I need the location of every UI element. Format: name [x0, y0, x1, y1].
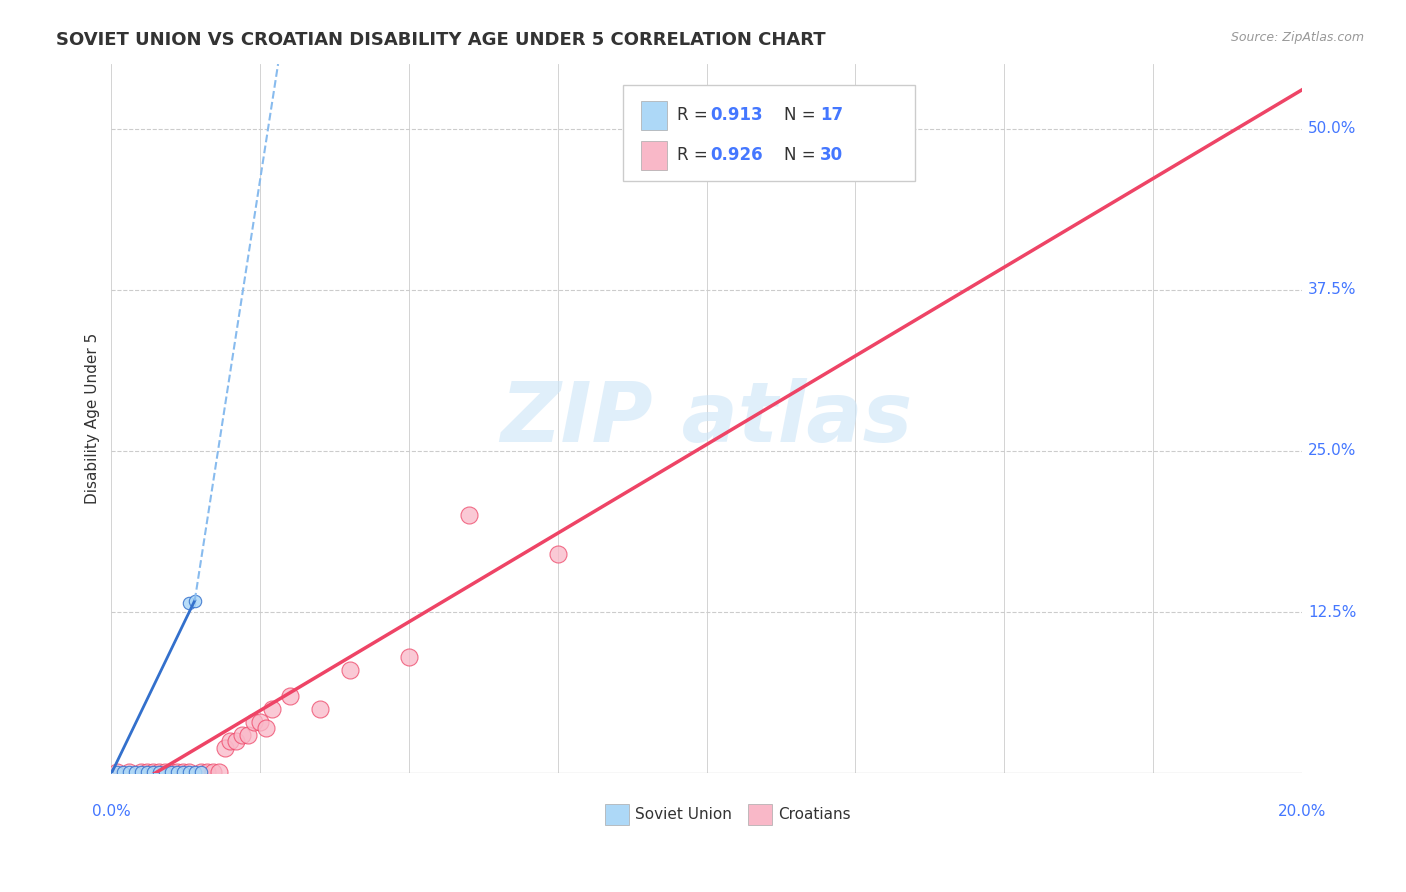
- Point: [142, 765, 165, 780]
- Text: Soviet Union: Soviet Union: [636, 807, 733, 822]
- Point: [207, 765, 229, 780]
- Point: [308, 702, 330, 716]
- Text: R =: R =: [676, 146, 713, 164]
- Point: [177, 765, 200, 780]
- Text: 0.913: 0.913: [710, 106, 763, 125]
- Point: [262, 702, 284, 716]
- Point: [148, 765, 170, 780]
- Point: [457, 508, 479, 523]
- Point: [184, 593, 207, 607]
- Point: [184, 765, 207, 780]
- FancyBboxPatch shape: [748, 804, 772, 825]
- Text: SOVIET UNION VS CROATIAN DISABILITY AGE UNDER 5 CORRELATION CHART: SOVIET UNION VS CROATIAN DISABILITY AGE …: [56, 31, 825, 49]
- Text: 37.5%: 37.5%: [1308, 282, 1357, 297]
- Point: [129, 765, 152, 780]
- Point: [398, 650, 420, 665]
- Text: Source: ZipAtlas.com: Source: ZipAtlas.com: [1230, 31, 1364, 45]
- Point: [214, 740, 236, 755]
- Point: [172, 765, 194, 780]
- Point: [190, 765, 212, 780]
- Point: [118, 765, 141, 780]
- Point: [129, 765, 152, 780]
- Point: [190, 765, 212, 780]
- Text: 0.926: 0.926: [710, 146, 763, 164]
- Text: R =: R =: [676, 106, 713, 125]
- Point: [195, 765, 218, 780]
- Point: [339, 663, 361, 677]
- Point: [238, 728, 260, 742]
- Point: [166, 765, 188, 780]
- Point: [249, 714, 271, 729]
- Point: [278, 689, 301, 703]
- Point: [166, 765, 188, 780]
- Text: 25.0%: 25.0%: [1308, 443, 1357, 458]
- Point: [201, 765, 224, 780]
- Text: 20.0%: 20.0%: [1278, 804, 1326, 819]
- Point: [153, 765, 176, 780]
- Text: 12.5%: 12.5%: [1308, 605, 1357, 620]
- Point: [142, 765, 165, 780]
- Point: [136, 765, 159, 780]
- Text: 50.0%: 50.0%: [1308, 121, 1357, 136]
- FancyBboxPatch shape: [641, 102, 668, 129]
- Text: 17: 17: [820, 106, 842, 125]
- Point: [243, 714, 266, 729]
- Point: [177, 765, 200, 780]
- Point: [254, 721, 277, 735]
- Point: [136, 765, 159, 780]
- Point: [225, 734, 247, 748]
- Point: [112, 765, 135, 780]
- Point: [172, 765, 194, 780]
- Point: [118, 765, 141, 780]
- Text: N =: N =: [785, 146, 821, 164]
- Point: [177, 596, 200, 610]
- Point: [148, 765, 170, 780]
- Text: N =: N =: [785, 106, 821, 125]
- Point: [160, 765, 183, 780]
- Point: [219, 734, 242, 748]
- Text: 30: 30: [820, 146, 842, 164]
- Y-axis label: Disability Age Under 5: Disability Age Under 5: [86, 333, 100, 504]
- Text: Croatians: Croatians: [778, 807, 851, 822]
- FancyBboxPatch shape: [606, 804, 630, 825]
- Text: 0.0%: 0.0%: [91, 804, 131, 819]
- FancyBboxPatch shape: [641, 141, 668, 169]
- FancyBboxPatch shape: [623, 86, 915, 181]
- Point: [105, 765, 128, 780]
- Point: [153, 765, 176, 780]
- Point: [124, 765, 146, 780]
- Point: [105, 765, 128, 780]
- Text: ZIP atlas: ZIP atlas: [501, 378, 912, 459]
- Point: [547, 547, 569, 561]
- Point: [231, 728, 253, 742]
- Point: [160, 765, 183, 780]
